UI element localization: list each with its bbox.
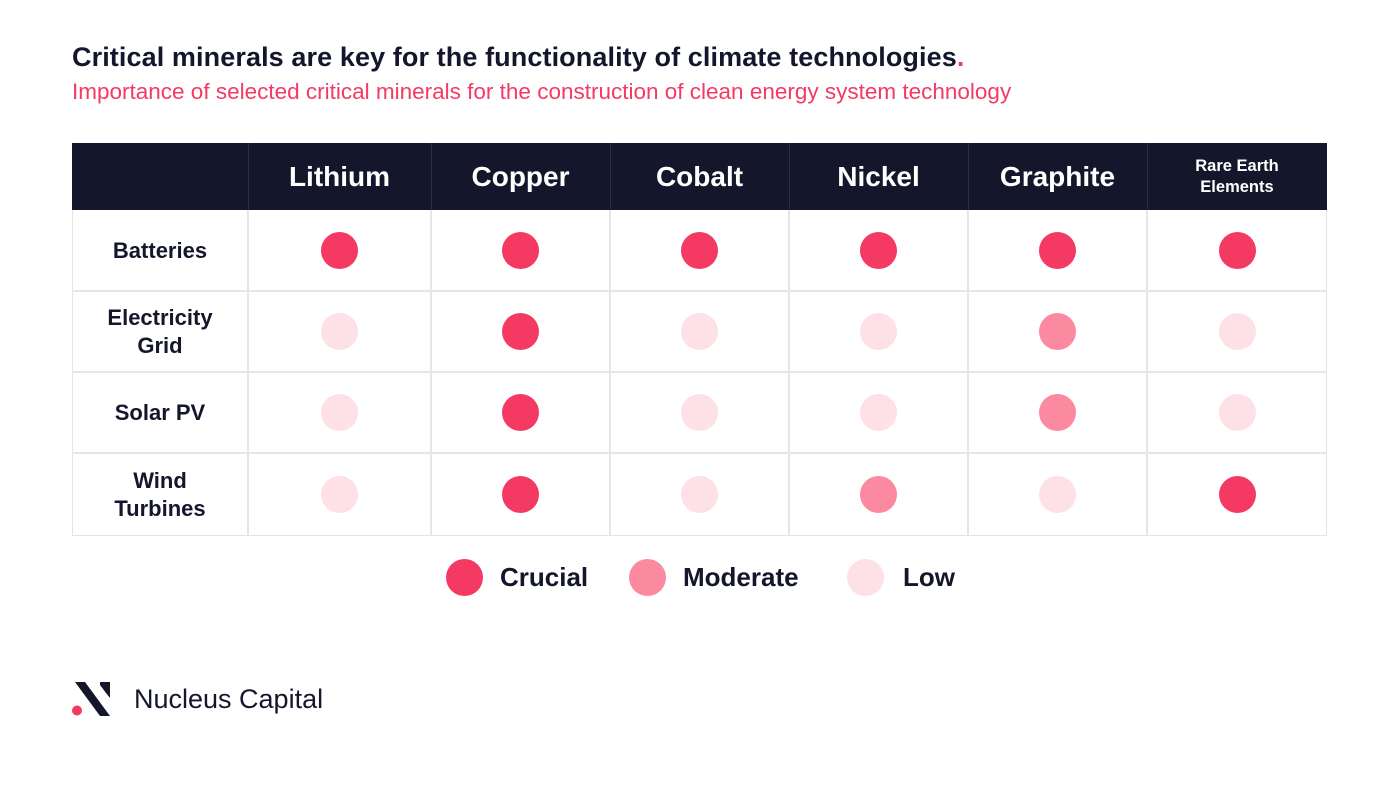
row-label-line: Grid — [137, 332, 183, 358]
column-header-label: Graphite — [999, 160, 1116, 192]
column-header-label: Elements — [1200, 177, 1274, 196]
column-header: Cobalt — [610, 143, 789, 210]
column-divider — [788, 210, 790, 536]
header-divider — [1147, 143, 1148, 210]
importance-dot-low — [681, 313, 718, 350]
chart-title: Critical minerals are key for the functi… — [72, 42, 965, 72]
importance-dot-low — [321, 313, 358, 350]
row-label: Electricity Grid — [72, 291, 248, 372]
importance-dot-crucial — [681, 232, 718, 269]
importance-dot-crucial — [502, 313, 539, 350]
column-header-label: Lithium — [288, 160, 391, 192]
row-label: Solar PV — [72, 372, 248, 453]
row-label-line: Solar PV — [114, 399, 206, 425]
importance-dot-low — [1218, 313, 1256, 350]
column-header: Lithium — [248, 143, 431, 210]
title-dot: . — [956, 42, 965, 72]
importance-dot-crucial — [1039, 232, 1076, 269]
importance-dot-low — [321, 476, 358, 513]
legend: Crucial Moderate Low — [0, 559, 1400, 599]
header-divider — [968, 143, 969, 210]
importance-dot-moderate — [1039, 394, 1076, 431]
row-label-line: Turbines — [114, 495, 206, 521]
row-divider — [72, 371, 1327, 373]
column-divider — [1146, 210, 1148, 536]
importance-table: Lithium Copper Cobalt Nickel Graphite Rare Ea… — [72, 143, 1327, 536]
row-divider — [72, 452, 1327, 454]
column-header: Copper — [431, 143, 610, 210]
importance-dot-low — [681, 394, 718, 431]
importance-dot-low — [860, 394, 897, 431]
importance-dot-low — [1039, 476, 1076, 513]
column-header: Graphite — [968, 143, 1147, 210]
chart-subtitle: Importance of selected critical minerals… — [72, 79, 1012, 104]
legend-swatch-moderate — [629, 559, 666, 596]
column-header: Rare Earth Elements — [1147, 143, 1327, 210]
importance-dot-crucial — [860, 232, 897, 269]
importance-dot-crucial — [321, 232, 358, 269]
column-header-label: Copper — [471, 160, 570, 192]
column-header-label: Cobalt — [655, 160, 744, 192]
brand-name: Nucleus Capital — [134, 684, 324, 714]
importance-dot-moderate — [860, 476, 897, 513]
importance-dot-crucial — [1218, 232, 1256, 269]
nucleus-capital-logo — [72, 682, 110, 716]
legend-label: Moderate — [683, 562, 799, 592]
column-divider — [609, 210, 611, 536]
importance-dot-low — [1218, 394, 1256, 431]
row-divider — [72, 290, 1327, 292]
header-divider — [431, 143, 432, 210]
row-label-line: Batteries — [112, 237, 208, 263]
legend-swatch-crucial — [446, 559, 483, 596]
table-header: Lithium Copper Cobalt Nickel Graphite Rare Ea… — [72, 143, 1327, 210]
legend-swatch-low — [847, 559, 884, 596]
legend-label: Crucial — [500, 562, 589, 592]
row-label: Batteries — [72, 210, 248, 291]
logo-mark — [75, 682, 110, 716]
header-divider — [248, 143, 249, 210]
row-label-line: Electricity — [107, 304, 213, 330]
header-divider — [789, 143, 790, 210]
table-body — [72, 210, 1327, 536]
column-divider — [247, 210, 249, 536]
row-label: Wind Turbines — [72, 453, 248, 536]
column-divider — [967, 210, 969, 536]
importance-dot-low — [681, 476, 718, 513]
importance-dot-moderate — [1039, 313, 1076, 350]
legend-label: Low — [903, 562, 955, 592]
importance-dot-crucial — [502, 394, 539, 431]
logo-mark-right — [100, 682, 110, 698]
column-divider — [430, 210, 432, 536]
logo-dot — [72, 705, 82, 716]
header-divider — [610, 143, 611, 210]
column-header: Nickel — [789, 143, 968, 210]
importance-dot-low — [321, 394, 358, 431]
importance-dot-crucial — [1218, 476, 1256, 513]
importance-dot-low — [860, 313, 897, 350]
column-header-label: Rare Earth — [1195, 156, 1279, 175]
row-label-line: Wind — [133, 467, 187, 493]
column-header-label: Nickel — [837, 160, 920, 192]
importance-dot-crucial — [502, 476, 539, 513]
importance-dot-crucial — [502, 232, 539, 269]
